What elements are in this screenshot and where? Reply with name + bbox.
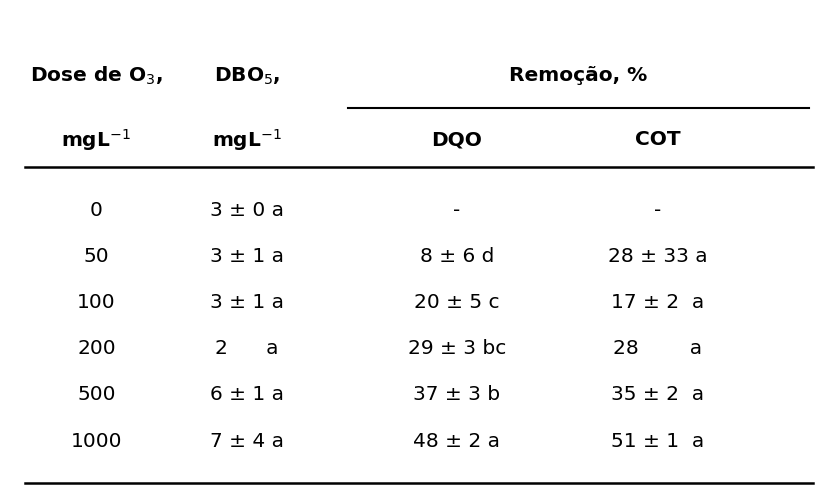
Text: 100: 100 xyxy=(77,294,116,312)
Text: 29 ± 3 bc: 29 ± 3 bc xyxy=(407,340,506,358)
Text: -: - xyxy=(654,201,661,220)
Text: 3 ± 1 a: 3 ± 1 a xyxy=(210,247,284,266)
Text: 1000: 1000 xyxy=(70,432,122,450)
Text: DBO$_5$,: DBO$_5$, xyxy=(214,65,281,87)
Text: COT: COT xyxy=(635,130,680,149)
Text: 500: 500 xyxy=(77,386,116,404)
Text: 51 ± 1  a: 51 ± 1 a xyxy=(611,432,705,450)
Text: 0: 0 xyxy=(90,201,103,220)
Text: 37 ± 3 b: 37 ± 3 b xyxy=(413,386,500,404)
Text: Remoção, %: Remoção, % xyxy=(510,67,647,85)
Text: 20 ± 5 c: 20 ± 5 c xyxy=(414,294,499,312)
Text: mgL$^{-1}$: mgL$^{-1}$ xyxy=(61,127,132,152)
Text: -: - xyxy=(453,201,460,220)
Text: 50: 50 xyxy=(84,247,109,266)
Text: 3 ± 0 a: 3 ± 0 a xyxy=(210,201,284,220)
Text: DQO: DQO xyxy=(432,130,482,149)
Text: mgL$^{-1}$: mgL$^{-1}$ xyxy=(212,127,282,152)
Text: 3 ± 1 a: 3 ± 1 a xyxy=(210,294,284,312)
Text: 35 ± 2  a: 35 ± 2 a xyxy=(611,386,705,404)
Text: 8 ± 6 d: 8 ± 6 d xyxy=(420,247,494,266)
Text: 17 ± 2  a: 17 ± 2 a xyxy=(611,294,705,312)
Text: 200: 200 xyxy=(77,340,116,358)
Text: 2      a: 2 a xyxy=(215,340,279,358)
Text: 28 ± 33 a: 28 ± 33 a xyxy=(608,247,707,266)
Text: 7 ± 4 a: 7 ± 4 a xyxy=(210,432,284,450)
Text: 6 ± 1 a: 6 ± 1 a xyxy=(210,386,284,404)
Text: Dose de O$_3$,: Dose de O$_3$, xyxy=(30,65,163,87)
Text: 28        a: 28 a xyxy=(613,340,702,358)
Text: 48 ± 2 a: 48 ± 2 a xyxy=(413,432,500,450)
